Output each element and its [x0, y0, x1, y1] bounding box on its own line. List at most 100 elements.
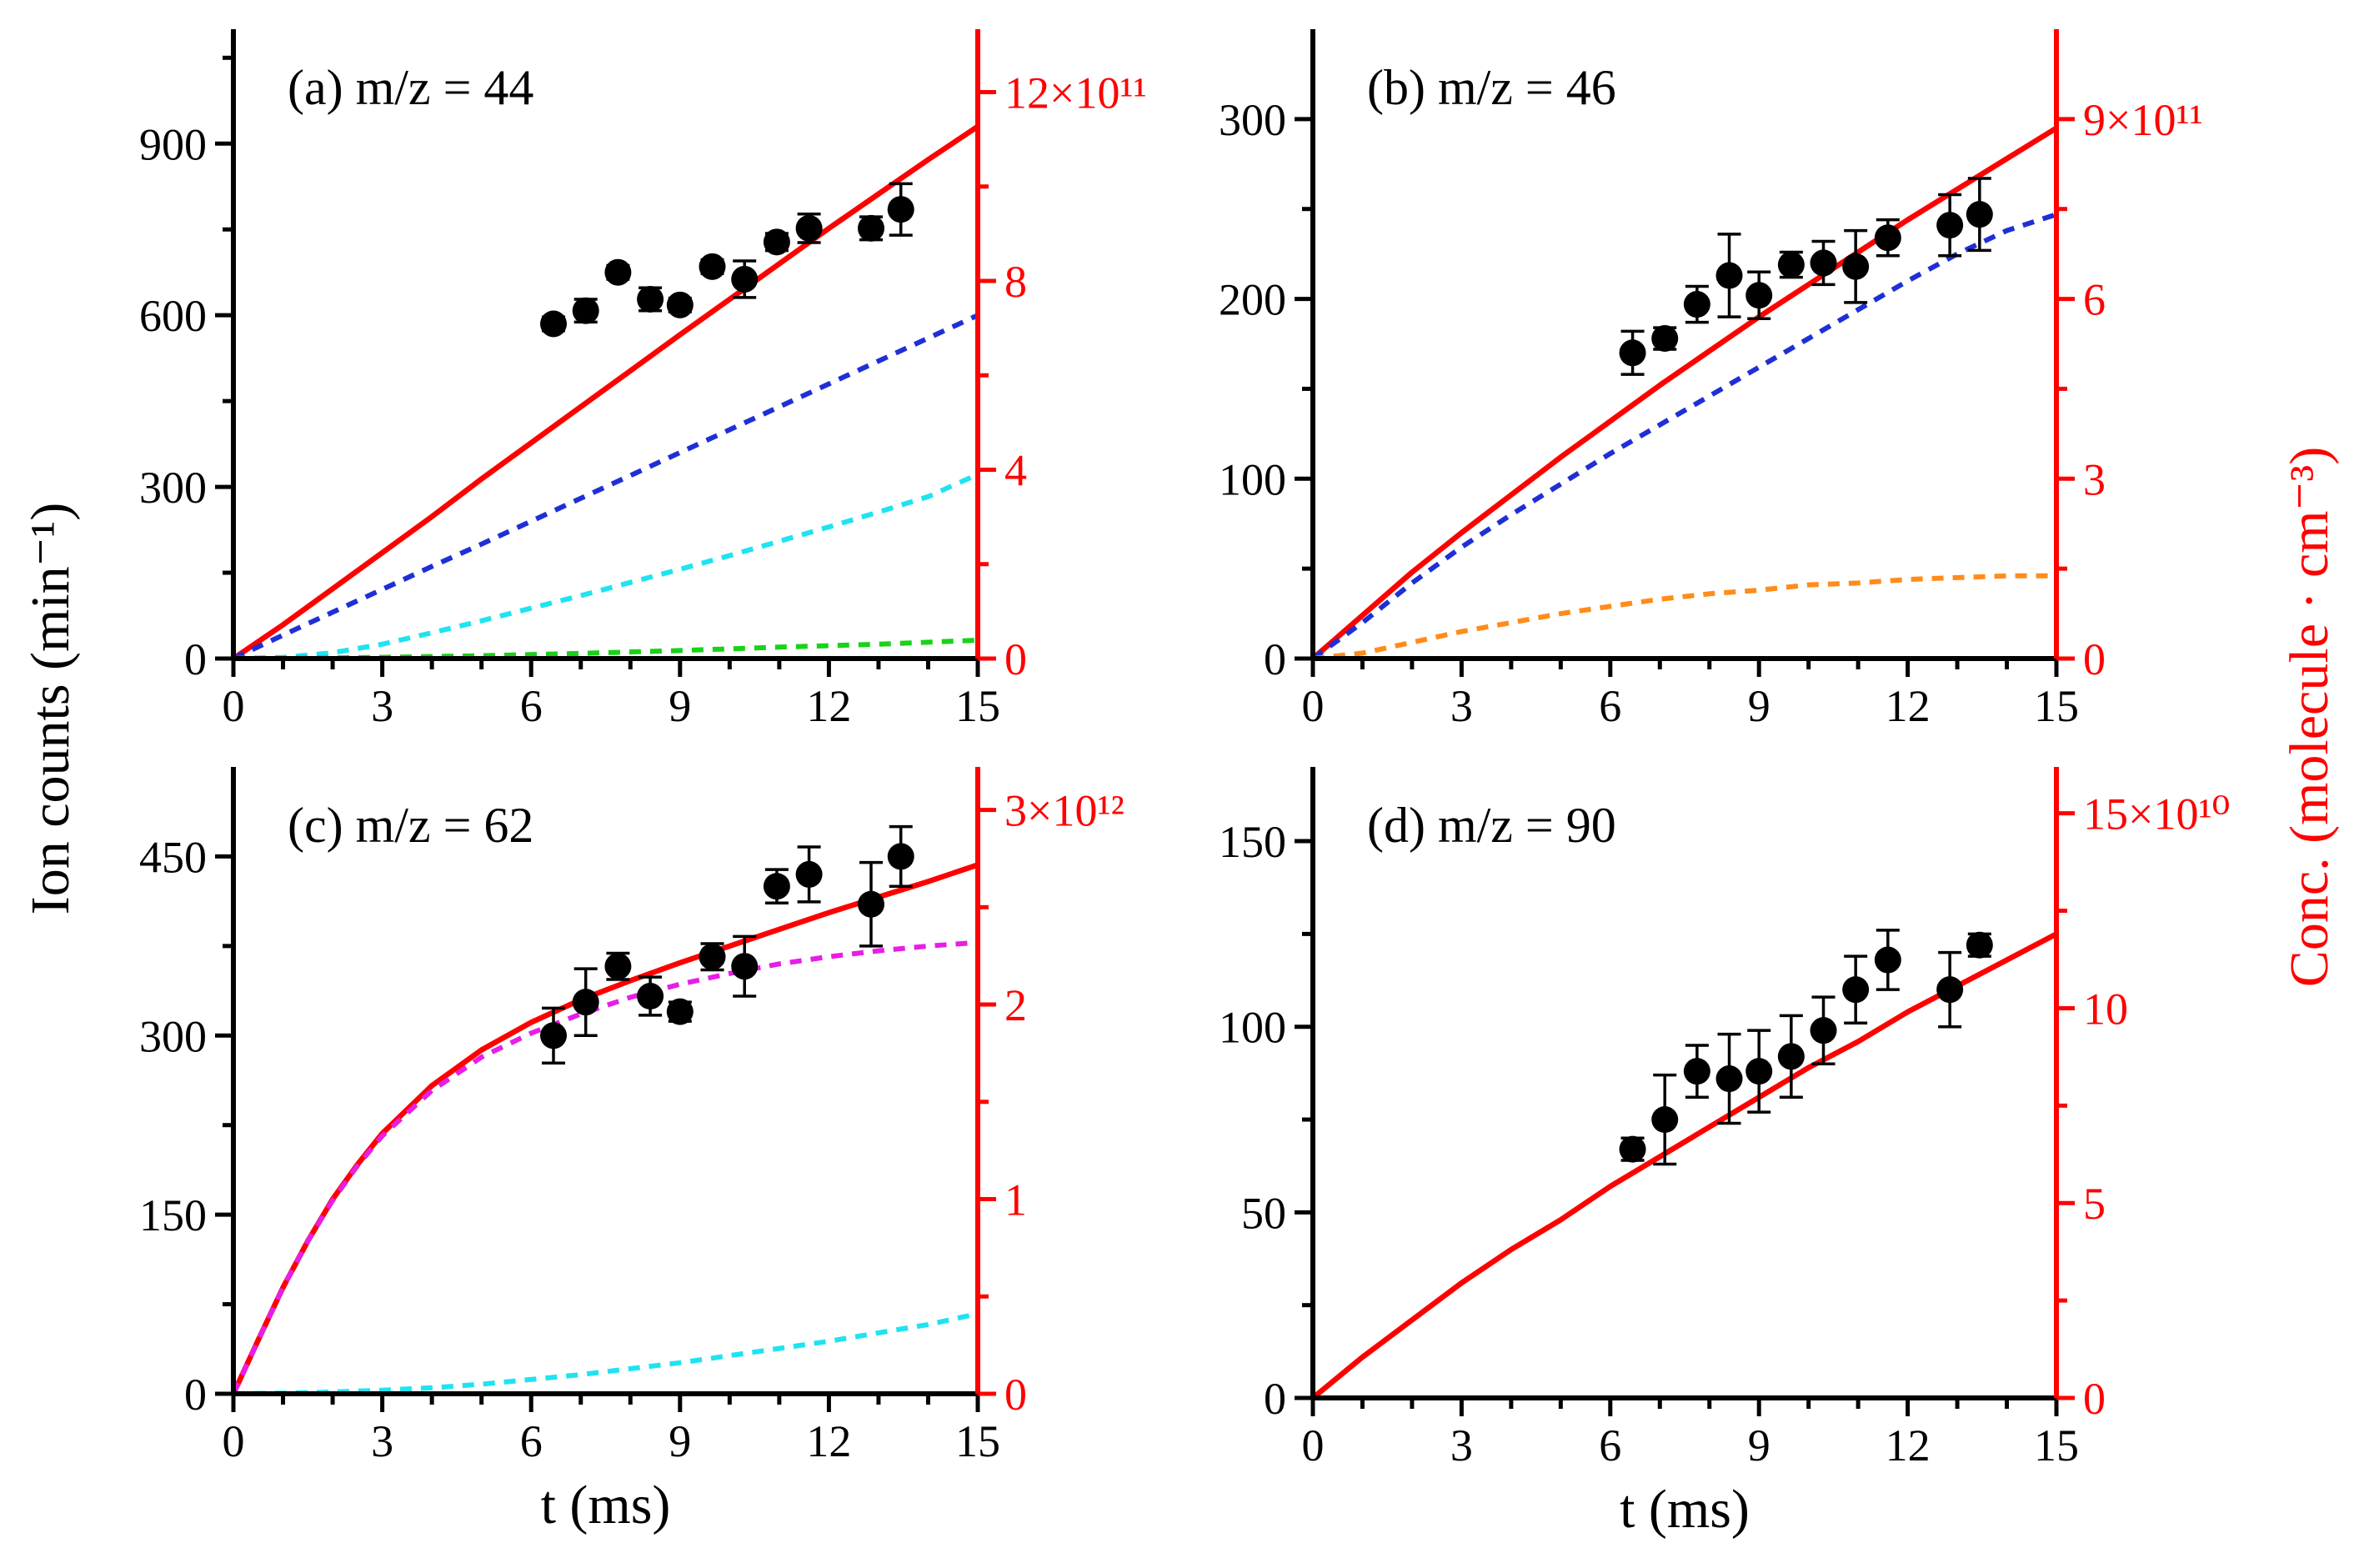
- x-tick-label-c-3: 9: [669, 1416, 691, 1466]
- data-point-b-2: [1683, 291, 1710, 318]
- right-tick-label-c-1: 1: [1004, 1175, 1027, 1225]
- data-point-d-7: [1842, 976, 1870, 1004]
- data-point-a-2: [604, 258, 632, 286]
- x-tick-label-a-2: 6: [520, 681, 543, 731]
- data-point-b-7: [1842, 253, 1870, 280]
- data-point-c-2: [604, 953, 632, 980]
- data-point-c-4: [666, 998, 694, 1025]
- panel-d-label: (d) m/z = 90: [1367, 798, 1616, 853]
- curve-total-c: [231, 862, 979, 1395]
- right-tick-label-c-2: 2: [1004, 980, 1027, 1030]
- curve-magenta-c: [231, 939, 979, 1395]
- x-tick-label-c-0: 0: [223, 1416, 245, 1466]
- x-tick-label-b-1: 3: [1450, 681, 1473, 731]
- y-tick-label-c-2: 300: [139, 1011, 207, 1061]
- data-point-a-10: [887, 196, 914, 223]
- curve-orange-b: [1312, 573, 2056, 661]
- data-point-a-7: [763, 228, 790, 256]
- x-tick-label-c-2: 6: [520, 1416, 543, 1466]
- curve-total-d: [1310, 931, 2058, 1400]
- x-tick-label-c-4: 12: [806, 1416, 851, 1466]
- right-tick-label-a-3: 12×10¹¹: [1004, 68, 1147, 118]
- left-axis-title: Ion counts (min⁻¹): [20, 503, 81, 915]
- y-tick-label-b-1: 100: [1219, 454, 1286, 504]
- x-axis-title-c: t (ms): [541, 1475, 671, 1535]
- data-point-d-0: [1619, 1135, 1646, 1163]
- x-tick-label-a-1: 3: [371, 681, 393, 731]
- y-tick-label-c-0: 0: [184, 1370, 207, 1420]
- x-tick-label-d-3: 9: [1748, 1420, 1771, 1470]
- data-point-a-3: [637, 285, 664, 313]
- right-tick-label-b-2: 6: [2083, 275, 2106, 325]
- data-point-c-10: [887, 843, 914, 870]
- y-tick-label-c-3: 450: [139, 832, 207, 882]
- panel-a-label: (a) m/z = 44: [288, 60, 533, 115]
- curve-green-a: [233, 638, 979, 661]
- x-tick-label-d-4: 12: [1886, 1420, 1931, 1470]
- right-tick-label-b-1: 3: [2083, 454, 2106, 504]
- x-tick-label-d-5: 15: [2034, 1420, 2079, 1470]
- x-tick-label-b-2: 6: [1599, 681, 1621, 731]
- x-tick-label-c-5: 15: [955, 1416, 1000, 1466]
- right-tick-label-a-2: 8: [1004, 257, 1027, 307]
- curve-blue-a: [232, 313, 979, 661]
- y-tick-label-a-2: 600: [139, 291, 207, 341]
- x-tick-label-c-1: 3: [371, 1416, 393, 1466]
- curve-cyan-c: [233, 1311, 979, 1396]
- x-tick-label-a-3: 9: [669, 681, 691, 731]
- data-point-a-0: [539, 310, 567, 338]
- data-point-d-4: [1745, 1058, 1773, 1085]
- data-point-b-5: [1777, 251, 1805, 278]
- data-point-d-1: [1651, 1106, 1679, 1134]
- data-point-c-9: [858, 890, 885, 918]
- x-axis-title-d: t (ms): [1620, 1479, 1750, 1540]
- data-point-c-0: [539, 1022, 567, 1050]
- curve-total-a: [232, 123, 979, 661]
- panel-d: 0 3 6 9 12 15 t (ms) 0 50 100 150 0 5 10 15×10¹⁰ (d) m/…: [1219, 767, 2230, 1540]
- curve-cyan-a: [233, 472, 979, 661]
- x-tick-label-b-4: 12: [1886, 681, 1931, 731]
- data-point-c-6: [731, 953, 759, 980]
- data-point-c-3: [637, 983, 664, 1010]
- data-point-a-6: [731, 265, 759, 293]
- data-point-a-9: [858, 214, 885, 242]
- right-tick-label-c-0: 0: [1004, 1370, 1027, 1420]
- y-tick-label-a-1: 300: [139, 463, 207, 513]
- data-point-b-10: [1966, 201, 1993, 228]
- data-point-b-9: [1936, 212, 1964, 239]
- data-point-b-3: [1715, 262, 1743, 289]
- right-tick-label-c-3: 3×10¹²: [1004, 786, 1124, 836]
- y-tick-label-c-1: 150: [139, 1190, 207, 1240]
- right-axis-title: Conc. (molecule · cm⁻³): [2279, 447, 2340, 987]
- data-point-b-4: [1745, 282, 1773, 309]
- y-tick-label-a-3: 900: [139, 119, 207, 169]
- right-tick-label-a-0: 0: [1004, 634, 1027, 684]
- x-tick-label-a-4: 12: [806, 681, 851, 731]
- right-tick-label-b-3: 9×10¹¹: [2083, 95, 2203, 145]
- y-tick-label-b-0: 0: [1264, 634, 1286, 684]
- x-tick-label-d-1: 3: [1450, 1420, 1473, 1470]
- data-point-c-7: [763, 873, 790, 900]
- data-point-d-6: [1810, 1017, 1837, 1044]
- data-point-d-8: [1874, 946, 1901, 974]
- data-point-d-5: [1777, 1043, 1805, 1070]
- x-tick-label-d-0: 0: [1302, 1420, 1325, 1470]
- data-point-a-5: [699, 253, 726, 280]
- right-tick-label-a-1: 4: [1004, 446, 1027, 496]
- y-tick-label-d-0: 0: [1264, 1374, 1286, 1424]
- data-point-a-1: [572, 297, 599, 324]
- x-tick-label-b-5: 15: [2034, 681, 2079, 731]
- x-tick-label-a-0: 0: [223, 681, 245, 731]
- right-tick-label-d-3: 15×10¹⁰: [2083, 789, 2230, 839]
- data-point-d-2: [1683, 1058, 1710, 1085]
- right-tick-label-d-1: 5: [2083, 1179, 2106, 1229]
- data-point-c-8: [795, 860, 823, 888]
- y-tick-label-d-2: 100: [1219, 1003, 1286, 1053]
- y-tick-label-b-3: 300: [1219, 95, 1286, 145]
- data-point-b-0: [1619, 339, 1646, 367]
- y-tick-label-b-2: 200: [1219, 275, 1286, 325]
- y-tick-label-a-0: 0: [184, 634, 207, 684]
